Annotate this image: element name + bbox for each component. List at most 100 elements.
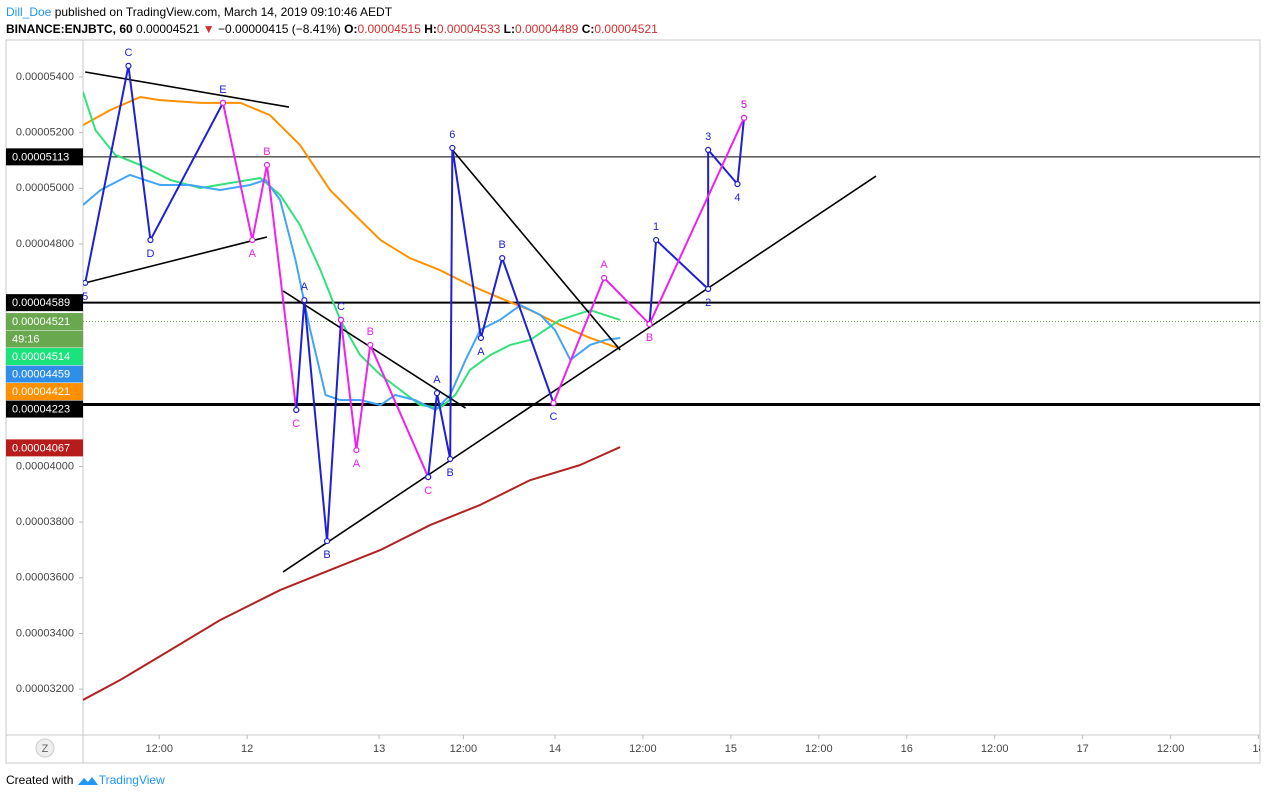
wave-point [433, 389, 441, 397]
wave-label: 6 [449, 129, 455, 141]
ohlc-key: L: [503, 22, 515, 36]
y-tick-label: 0.00003400 [16, 627, 74, 639]
wave-label: 5 [741, 99, 747, 111]
wave-label: A [477, 346, 485, 358]
ohlc-key: H: [424, 22, 437, 36]
moving-average [83, 446, 621, 701]
wave-point [263, 161, 271, 169]
price-label: 0.00004459 [12, 368, 70, 380]
x-tick-label: 12:00 [805, 743, 833, 755]
price-label: 0.00004067 [12, 442, 70, 454]
wave-label: A [249, 248, 257, 260]
x-tick-label: 14 [549, 743, 561, 755]
last-price: 0.00004521 [136, 22, 200, 36]
price-label-box [6, 383, 83, 401]
wave-label: C [424, 485, 432, 497]
wave-point [447, 455, 454, 463]
wave-label: C [292, 418, 300, 430]
published: published on TradingView.com, March 14, … [54, 5, 393, 19]
y-tick-label: 0.00004800 [16, 238, 74, 250]
price-label-box [6, 365, 83, 383]
wave-line [295, 299, 342, 543]
wave-label: 5 [741, 99, 747, 111]
wave-line [339, 319, 430, 478]
wave-point [301, 297, 308, 304]
price-label: 0.00004521 [12, 316, 70, 328]
countdown: 49:16 [12, 333, 40, 345]
price-label: 0.00004223 [12, 403, 70, 415]
wave-label: C [124, 47, 132, 59]
trendline [85, 71, 290, 108]
x-tick-label: 17 [1077, 743, 1089, 755]
x-tick-label: 15 [725, 743, 737, 755]
wave-point [705, 285, 712, 293]
wave-line [84, 64, 224, 284]
trendline [85, 236, 268, 284]
price-label: 0.00004589 [12, 297, 70, 309]
trendline [282, 290, 466, 409]
wave-point [219, 99, 227, 106]
wave-label: 2 [705, 297, 711, 309]
ohlc-key: O: [344, 22, 358, 36]
countdown-box [6, 330, 83, 348]
wave-label: B [367, 326, 374, 338]
wave-point [449, 144, 456, 152]
wave-point [367, 341, 374, 349]
wave-line [222, 102, 298, 411]
x-tick-label: 16 [901, 743, 913, 755]
wave-label: A [353, 458, 361, 470]
price-label-box [6, 348, 83, 366]
wave-point [600, 274, 608, 281]
wave-point [734, 181, 741, 188]
moving-average [83, 91, 621, 410]
x-tick-label: 13 [373, 743, 385, 755]
moving-average [83, 173, 621, 412]
price-label-box [6, 439, 83, 457]
wave-point [125, 62, 132, 69]
ohlc-key: C: [581, 22, 595, 36]
wave-label: A [600, 259, 608, 271]
wave-label: B [499, 239, 506, 251]
y-tick-label: 0.00004000 [16, 460, 74, 472]
price-label-box [6, 294, 83, 312]
wave-point [147, 236, 154, 244]
wave-point [705, 146, 712, 153]
wave-point [293, 406, 300, 414]
wave-point [83, 279, 89, 286]
ohlc-value: 0.00004533 [436, 22, 501, 36]
wave-point [499, 255, 506, 262]
ohlc-value: 0.00004489 [514, 22, 579, 36]
chart: Z 0.00005400 0.00005200 0.00005000 0.000048… [5, 39, 1264, 764]
price-label-box [6, 148, 83, 166]
trendline [451, 149, 621, 351]
wave-label: A [433, 374, 441, 386]
wave-label: 5 [82, 291, 88, 303]
wave-label: C [337, 301, 345, 313]
wave-point [337, 316, 345, 323]
wave-label: B [323, 549, 330, 561]
y-tick-label: 0.00005000 [16, 182, 74, 194]
ohlc-value: 0.00004515 [357, 22, 421, 36]
wave-label: B [646, 332, 653, 344]
change: −0.00000415 (−8.41%) [218, 22, 341, 36]
ohlc: O:0.00004515 H:0.00004533 L:0.00004489 C… [344, 22, 658, 36]
brand[interactable]: TradingView [98, 773, 165, 787]
frame [5, 39, 1261, 764]
wave-line [648, 117, 745, 325]
wave-point [249, 236, 256, 244]
x-tick-label: 12:00 [629, 743, 657, 755]
scale-button-label[interactable]: Z [42, 743, 49, 755]
author[interactable]: Dill_Doe [6, 5, 52, 19]
footer: Created with TradingView [6, 773, 165, 787]
price-label: 0.00004514 [12, 351, 70, 363]
wave-point [550, 399, 557, 407]
moving-average [83, 96, 619, 349]
x-tick-label: 18 [1252, 743, 1264, 755]
wave-label: A [301, 281, 309, 293]
scale-button[interactable] [35, 738, 55, 758]
wave-label: 1 [653, 221, 659, 233]
x-tick-label: 12:00 [981, 743, 1009, 755]
price-label-box [6, 313, 83, 331]
wave-label: B [446, 467, 453, 479]
y-tick-label: 0.00005200 [16, 127, 74, 139]
